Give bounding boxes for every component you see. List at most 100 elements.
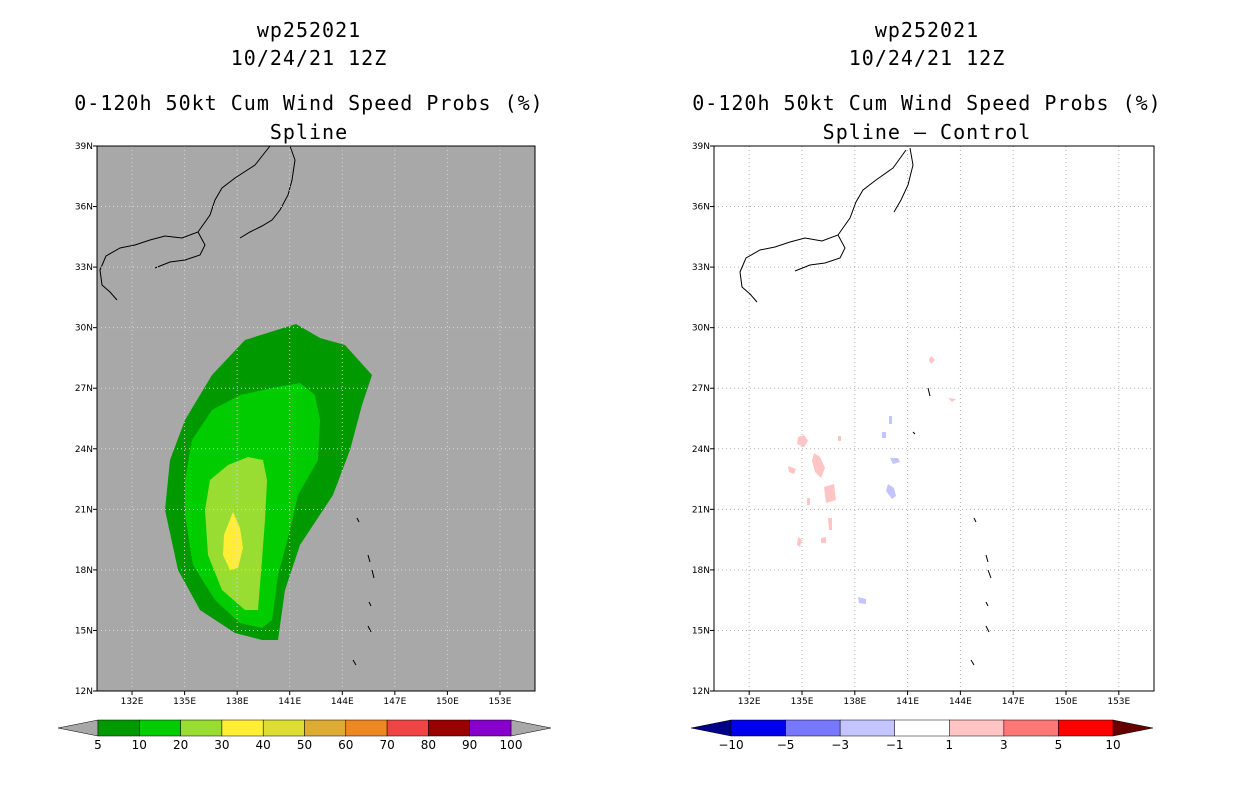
colorbar-segment <box>894 719 950 737</box>
x-tick-label: 153E <box>1107 697 1130 707</box>
grid-lines <box>714 146 1154 691</box>
y-axis-ticks: 12N 15N 18N 21N 24N 27N 30N 33N 36N 39N <box>692 142 714 697</box>
x-tick-label: 141E <box>278 697 301 707</box>
colorbar-label: 90 <box>462 738 477 752</box>
y-tick-label: 30N <box>75 324 93 334</box>
colorbar-label: −5 <box>777 738 795 752</box>
colorbar-segment <box>262 719 305 737</box>
x-tick-label: 150E <box>1055 697 1078 707</box>
chart-subtitle: Spline <box>269 120 349 144</box>
contour-30 <box>223 512 243 570</box>
x-tick-label: 132E <box>738 697 761 707</box>
coastlines <box>99 145 375 666</box>
colorbar-segment <box>469 719 512 737</box>
colorbar-underflow-triangle <box>690 719 732 737</box>
y-tick-label: 36N <box>75 203 93 213</box>
y-tick-label: 30N <box>692 324 710 334</box>
x-axis-ticks: 132E 135E 138E 141E 144E 147E 150E 153E <box>121 691 512 707</box>
y-tick-label: 12N <box>75 687 93 697</box>
colorbar-label: 5 <box>94 738 102 752</box>
y-tick-label: 33N <box>75 263 93 273</box>
panel-spline-minus-control: wp252021 10/24/21 12Z 0-120h 50kt Cum Wi… <box>618 0 1236 800</box>
chart-title: 0-120h 50kt Cum Wind Speed Probs (%) <box>692 91 1162 115</box>
colorbar-label: 10 <box>1105 738 1120 752</box>
coastline-islands <box>912 387 992 666</box>
x-tick-label: 138E <box>226 697 249 707</box>
diff-positive <box>807 498 810 505</box>
storm-id: wp252021 <box>256 18 362 42</box>
colorbar-label: 10 <box>132 738 147 752</box>
y-tick-label: 18N <box>692 566 710 576</box>
y-tick-label: 12N <box>692 687 710 697</box>
diff-negative <box>889 416 892 424</box>
x-tick-label: 147E <box>1002 697 1025 707</box>
colorbar-label: −10 <box>718 738 743 752</box>
x-tick-label: 135E <box>173 697 196 707</box>
x-tick-label: 150E <box>436 697 459 707</box>
diff-negative <box>882 432 886 438</box>
y-tick-label: 24N <box>75 445 93 455</box>
x-tick-label: 135E <box>791 697 814 707</box>
diff-positive <box>929 356 935 364</box>
y-axis-ticks: 12N 15N 18N 21N 24N 27N 30N 33N 36N 39N <box>75 142 97 697</box>
y-tick-label: 18N <box>75 566 93 576</box>
x-tick-label: 147E <box>383 697 406 707</box>
plot-frame <box>713 145 1155 692</box>
coastline-japan <box>739 147 914 303</box>
colorbar-difference: −10 −5 −3 −1 1 3 5 10 <box>690 719 1154 752</box>
colorbar-segment <box>1058 719 1114 737</box>
colorbar-segment <box>386 719 429 737</box>
y-tick-label: 27N <box>692 384 710 394</box>
colorbar-segment <box>785 719 841 737</box>
map-background <box>714 146 1154 691</box>
colorbar-label: 60 <box>338 738 353 752</box>
diff-positive <box>797 435 808 447</box>
colorbar-label: −3 <box>831 738 849 752</box>
colorbar-label: 5 <box>1055 738 1063 752</box>
diff-positive <box>828 518 832 530</box>
x-tick-label: 144E <box>331 697 354 707</box>
diff-positive <box>838 436 841 441</box>
plot-frame <box>96 145 536 692</box>
probability-contours <box>165 324 372 640</box>
storm-id: wp252021 <box>874 18 980 42</box>
colorbar-label: 40 <box>256 738 271 752</box>
colorbar-label: 70 <box>379 738 394 752</box>
diff-negative <box>886 484 896 499</box>
map-plot-difference: 132E 135E 138E 141E 144E 147E 150E 153E 12N15N1… <box>692 142 1155 707</box>
colorbar-underflow-triangle <box>57 719 99 737</box>
diff-positive <box>821 537 826 543</box>
colorbar-segment <box>97 719 140 737</box>
y-tick-label: 36N <box>692 203 710 213</box>
colorbar-segment <box>949 719 1005 737</box>
colorbar-overflow-triangle <box>510 719 552 737</box>
coastline-islands <box>352 517 375 666</box>
diff-negative <box>858 597 866 604</box>
x-tick-label: 132E <box>121 697 144 707</box>
colorbar-label: 30 <box>214 738 229 752</box>
map-plot-spline: 132E 135E 138E 141E 144E 147E 150E 153E 12N15N1… <box>75 142 536 707</box>
y-tick-label: 15N <box>75 626 93 636</box>
colorbar-segment <box>839 719 895 737</box>
date-time: 10/24/21 12Z <box>230 46 388 70</box>
y-tick-label: 21N <box>75 505 93 515</box>
colorbar-label: 20 <box>173 738 188 752</box>
colorbar-label: 3 <box>1000 738 1008 752</box>
diff-positive <box>797 537 802 547</box>
diff-negative <box>890 458 900 464</box>
y-tick-label: 27N <box>75 384 93 394</box>
x-axis-ticks: 132E 135E 138E 141E 144E 147E 150E 153E <box>738 691 1131 707</box>
colorbar-overflow-triangle <box>1112 719 1154 737</box>
diff-positive <box>824 484 836 503</box>
chart-title: 0-120h 50kt Cum Wind Speed Probs (%) <box>74 91 544 115</box>
colorbar-label: 1 <box>945 738 953 752</box>
colorbar-segment <box>221 719 264 737</box>
difference-contours <box>788 356 956 604</box>
coastline-japan <box>99 145 296 301</box>
x-tick-label: 138E <box>843 697 866 707</box>
diff-positive <box>812 453 825 478</box>
colorbar-segment <box>428 719 470 737</box>
colorbar-segment <box>730 719 786 737</box>
colorbar-segment <box>345 719 388 737</box>
y-tick-label: 15N <box>692 626 710 636</box>
